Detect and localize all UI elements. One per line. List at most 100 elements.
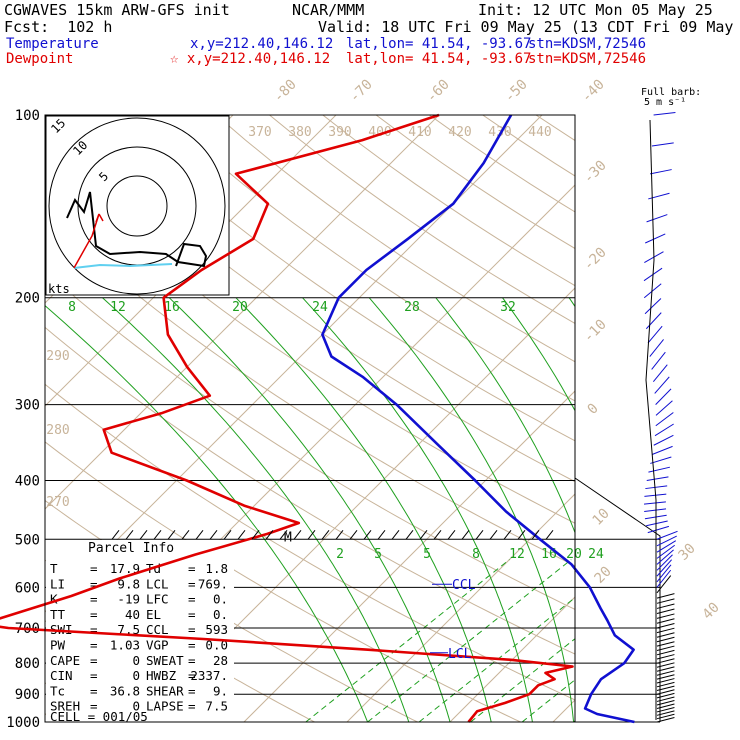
hodograph-ring bbox=[48, 117, 226, 295]
wind-barb bbox=[656, 689, 675, 695]
wind-barb bbox=[656, 654, 675, 660]
freezing-level-hatch bbox=[461, 529, 470, 540]
parcel-value: 9. bbox=[213, 683, 228, 698]
mixing-ratio-line bbox=[470, 638, 575, 722]
wind-barb bbox=[656, 559, 673, 577]
isotherm-line bbox=[45, 115, 337, 407]
freezing-level-hatch bbox=[321, 529, 330, 540]
freezing-level-hatch bbox=[167, 529, 176, 540]
wind-barb bbox=[644, 508, 667, 512]
moist-adiabat-line bbox=[502, 297, 575, 412]
wind-barb bbox=[656, 530, 678, 540]
parcel-info-title: Parcel Info bbox=[88, 541, 174, 556]
dry-adiabat-line bbox=[0, 115, 6, 722]
wind-barb bbox=[656, 549, 674, 565]
parcel-label: LAPSE bbox=[146, 699, 184, 714]
temperature-legend: Temperature bbox=[6, 36, 99, 52]
wind-barb bbox=[655, 388, 672, 405]
wind-barb bbox=[656, 666, 675, 672]
parcel-label: LCL bbox=[146, 576, 169, 591]
freezing-level-hatch bbox=[349, 529, 358, 540]
isotherm-label: 40 bbox=[700, 600, 723, 623]
parcel-equals: = bbox=[188, 576, 196, 591]
frame-extension bbox=[574, 477, 661, 722]
wind-barb bbox=[656, 618, 675, 624]
wind-barb bbox=[656, 641, 675, 647]
wind-barb bbox=[656, 713, 675, 720]
parcel-equals: = bbox=[188, 622, 196, 637]
isotherm-line bbox=[243, 390, 575, 722]
parcel-value: 769. bbox=[198, 576, 228, 591]
freezing-level-hatch bbox=[223, 529, 232, 540]
freezing-level-hatch bbox=[405, 529, 414, 540]
pressure-label: 500 bbox=[15, 532, 40, 548]
isotherm-label: -30 bbox=[581, 158, 610, 187]
moist-adiabat-line bbox=[568, 297, 575, 308]
hodograph-low-level-trace bbox=[73, 263, 173, 269]
freezing-level-hatch bbox=[447, 529, 456, 540]
isotherm-line bbox=[140, 287, 575, 722]
wind-barb bbox=[648, 192, 670, 200]
parcel-equals: = bbox=[188, 668, 196, 683]
parcel-equals: = bbox=[90, 699, 98, 714]
dry-adiabat-line bbox=[45, 326, 575, 655]
plot-frame bbox=[44, 114, 576, 723]
freezing-level-hatch bbox=[391, 529, 400, 540]
parcel-label: T bbox=[50, 561, 58, 576]
isotherm-label: 30 bbox=[676, 541, 699, 564]
pressure-label: 900 bbox=[15, 687, 40, 703]
isotherm-label: -40 bbox=[579, 77, 608, 106]
dry-adiabat-line bbox=[109, 115, 575, 442]
parcel-equals: = bbox=[90, 668, 98, 683]
wind-barb bbox=[656, 649, 675, 656]
wind-barb bbox=[656, 598, 675, 604]
parcel-equals: = bbox=[90, 653, 98, 668]
isotherm-label: -80 bbox=[271, 77, 300, 106]
parcel-equals: = bbox=[90, 638, 98, 653]
valid-time: Valid: 18 UTC Fri 09 May 25 (13 CDT Fri … bbox=[318, 18, 740, 36]
wind-barb bbox=[650, 456, 672, 464]
dry-adiabat-line bbox=[55, 115, 575, 483]
parcel-equals: = bbox=[188, 653, 196, 668]
parcel-cell: CELL = 001/05 bbox=[50, 709, 148, 724]
wind-barb bbox=[656, 554, 673, 571]
parcel-value: 0. bbox=[213, 592, 228, 607]
wind-barb bbox=[656, 710, 675, 716]
parcel-value: 9.8 bbox=[117, 576, 140, 591]
wind-barb bbox=[652, 364, 668, 382]
freezing-level-hatch bbox=[279, 529, 288, 540]
freezing-level-hatch bbox=[531, 529, 540, 540]
mixing-ratio-label: 20 bbox=[232, 300, 248, 315]
parcel-label: VGP bbox=[146, 638, 169, 653]
mixing-ratio-label: 24 bbox=[588, 547, 604, 562]
parcel-equals: = bbox=[188, 699, 196, 714]
wind-barb bbox=[646, 476, 669, 481]
hodograph-trace bbox=[66, 191, 208, 268]
theta-label: 440 bbox=[528, 125, 551, 140]
parcel-equals: = bbox=[90, 592, 98, 607]
wind-barb bbox=[645, 485, 668, 490]
parcel-equals: = bbox=[188, 638, 196, 653]
wind-barb bbox=[646, 520, 668, 527]
parcel-value: 1.8 bbox=[205, 561, 228, 576]
wind-barb bbox=[656, 685, 675, 692]
parcel-label: CIN bbox=[50, 668, 73, 683]
wind-barb bbox=[656, 564, 672, 583]
freezing-level-hatch bbox=[111, 529, 120, 540]
mixing-ratio-label: 5 bbox=[423, 547, 431, 562]
dewpoint-legend: Dewpoint bbox=[6, 51, 74, 67]
parcel-value: 0 bbox=[132, 653, 140, 668]
mixing-ratio-line bbox=[418, 597, 575, 722]
mixing-ratio-label: 5 bbox=[374, 547, 382, 562]
parcel-value: 7.5 bbox=[205, 699, 228, 714]
mixing-ratio-line bbox=[305, 559, 510, 722]
pressure-label: 100 bbox=[15, 108, 40, 124]
temperature-xy: x,y=212.40,146.12 bbox=[190, 36, 334, 52]
freezing-level-hatch bbox=[489, 529, 498, 540]
dry-adiabat-line bbox=[429, 115, 575, 213]
wind-barb bbox=[656, 717, 675, 723]
pressure-label: 800 bbox=[15, 656, 40, 672]
dry-adiabat-line bbox=[162, 115, 575, 402]
mixing-ratio-label: 8 bbox=[472, 547, 480, 562]
